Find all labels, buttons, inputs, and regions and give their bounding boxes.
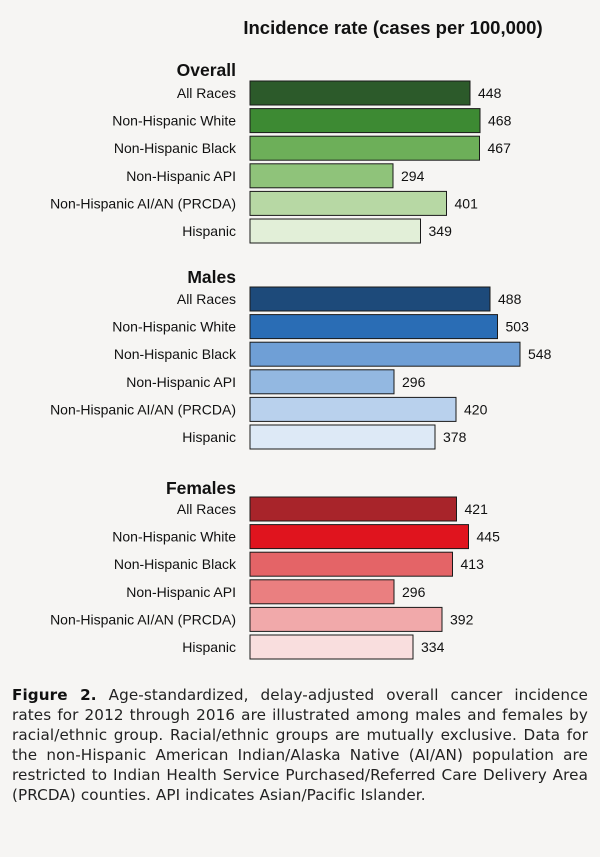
bar-overall-0 xyxy=(249,80,471,106)
data-label: 413 xyxy=(461,556,485,572)
category-label: Non-Hispanic White xyxy=(112,113,236,129)
data-label: 294 xyxy=(401,168,425,184)
bar-males-4 xyxy=(249,396,457,422)
bar-males-5 xyxy=(249,424,436,450)
category-label: All Races xyxy=(177,501,236,517)
panel-title-overall: Overall xyxy=(177,60,236,80)
bar-overall-3 xyxy=(249,163,394,189)
data-label: 349 xyxy=(429,223,453,239)
category-label: Non-Hispanic Black xyxy=(114,346,237,362)
bar-females-0 xyxy=(249,496,457,522)
incidence-bar-chart: Incidence rate (cases per 100,000) Overa… xyxy=(50,17,552,660)
data-label: 467 xyxy=(488,140,512,156)
category-label: Non-Hispanic AI/AN (PRCDA) xyxy=(50,401,236,417)
category-label: Hispanic xyxy=(182,639,236,655)
category-label: Non-Hispanic AI/AN (PRCDA) xyxy=(50,195,236,211)
category-label: Hispanic xyxy=(182,429,236,445)
bar-females-1 xyxy=(249,524,469,550)
figure-caption: Figure 2. Age-standardized, delay-adjust… xyxy=(12,685,588,805)
bar-males-3 xyxy=(249,369,395,395)
chart-title: Incidence rate (cases per 100,000) xyxy=(243,17,542,38)
data-label: 421 xyxy=(465,501,489,517)
bar-females-3 xyxy=(249,579,395,605)
data-label: 445 xyxy=(477,529,501,545)
bar-females-4 xyxy=(249,606,443,632)
data-label: 420 xyxy=(464,401,488,417)
data-label: 392 xyxy=(450,611,474,627)
data-label: 378 xyxy=(443,429,467,445)
bar-males-2 xyxy=(249,341,521,367)
data-label: 334 xyxy=(421,639,445,655)
category-label: All Races xyxy=(177,291,236,307)
data-label: 296 xyxy=(402,374,426,390)
bar-males-0 xyxy=(249,286,491,312)
data-label: 548 xyxy=(528,346,552,362)
category-label: Non-Hispanic API xyxy=(126,168,236,184)
panel-title-females: Females xyxy=(166,478,236,498)
bar-overall-5 xyxy=(249,218,421,244)
data-label: 448 xyxy=(478,85,502,101)
figure-caption-text: Age-standardized, delay-adjusted overall… xyxy=(12,686,588,804)
data-label: 488 xyxy=(498,291,522,307)
data-label: 468 xyxy=(488,113,512,129)
category-label: Non-Hispanic API xyxy=(126,374,236,390)
bar-overall-2 xyxy=(249,135,480,161)
data-label: 401 xyxy=(455,195,479,211)
data-label: 503 xyxy=(506,319,530,335)
figure-label: Figure 2. xyxy=(12,686,97,704)
category-label: Non-Hispanic API xyxy=(126,584,236,600)
category-label: Non-Hispanic White xyxy=(112,529,236,545)
category-label: Non-Hispanic White xyxy=(112,319,236,335)
bar-overall-4 xyxy=(249,190,447,216)
category-label: All Races xyxy=(177,85,236,101)
category-label: Non-Hispanic AI/AN (PRCDA) xyxy=(50,611,236,627)
bar-males-1 xyxy=(249,314,498,340)
category-label: Non-Hispanic Black xyxy=(114,556,237,572)
category-label: Hispanic xyxy=(182,223,236,239)
category-label: Non-Hispanic Black xyxy=(114,140,237,156)
bar-females-2 xyxy=(249,551,453,577)
panel-title-males: Males xyxy=(187,267,236,287)
data-label: 296 xyxy=(402,584,426,600)
bar-overall-1 xyxy=(249,108,481,134)
bar-females-5 xyxy=(249,634,414,660)
